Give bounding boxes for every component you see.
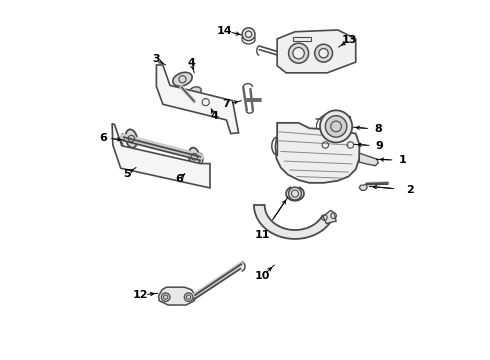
Polygon shape: [112, 123, 210, 188]
Text: 3: 3: [152, 54, 160, 64]
Polygon shape: [275, 123, 359, 183]
Circle shape: [325, 116, 347, 137]
Circle shape: [161, 293, 170, 301]
Polygon shape: [322, 141, 354, 150]
Ellipse shape: [189, 87, 201, 96]
Text: 7: 7: [222, 99, 230, 109]
Text: 4: 4: [188, 58, 196, 68]
Ellipse shape: [189, 148, 200, 166]
Text: 4: 4: [211, 111, 219, 121]
Text: 13: 13: [342, 35, 357, 45]
Text: 9: 9: [375, 141, 383, 151]
Polygon shape: [156, 65, 239, 134]
Text: 12: 12: [133, 290, 148, 300]
Polygon shape: [159, 287, 195, 305]
Polygon shape: [359, 185, 367, 190]
Polygon shape: [277, 30, 356, 73]
Circle shape: [320, 111, 352, 143]
Circle shape: [315, 44, 333, 62]
Text: 2: 2: [406, 185, 414, 195]
Circle shape: [289, 187, 301, 200]
Ellipse shape: [173, 72, 192, 86]
Circle shape: [184, 293, 193, 301]
Text: 14: 14: [217, 26, 232, 36]
Text: 1: 1: [398, 156, 406, 165]
Circle shape: [293, 48, 304, 59]
Text: 11: 11: [254, 230, 270, 240]
Text: 10: 10: [255, 271, 270, 281]
Polygon shape: [323, 116, 350, 123]
Ellipse shape: [196, 95, 216, 109]
Circle shape: [319, 49, 328, 58]
Polygon shape: [323, 210, 336, 224]
Polygon shape: [359, 153, 378, 166]
Text: 5: 5: [123, 168, 131, 179]
Ellipse shape: [125, 129, 137, 148]
Text: 6: 6: [175, 174, 183, 184]
Circle shape: [242, 28, 255, 41]
Circle shape: [289, 43, 309, 63]
Text: 8: 8: [374, 124, 382, 134]
Text: 6: 6: [99, 133, 107, 143]
Polygon shape: [254, 205, 332, 239]
